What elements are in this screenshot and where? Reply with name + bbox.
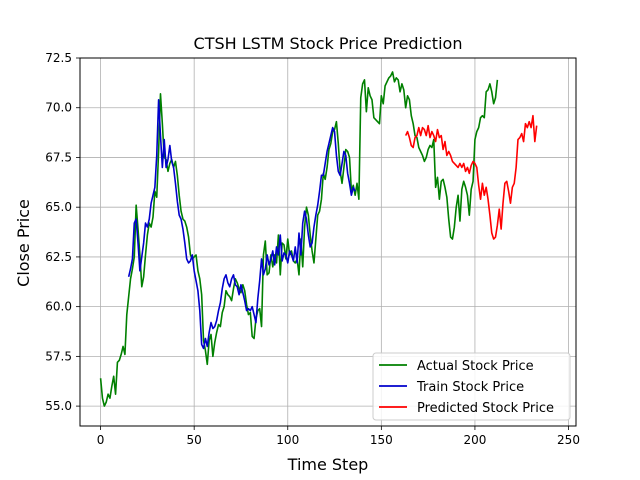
y-tick-label: 57.5	[45, 349, 72, 363]
legend-label: Predicted Stock Price	[417, 401, 554, 416]
plot-frame	[79, 57, 577, 427]
legend-label: Actual Stock Price	[417, 359, 534, 374]
y-tick-label: 55.0	[45, 399, 72, 413]
y-tick-label: 67.5	[45, 150, 72, 164]
series-layer	[99, 71, 538, 407]
series-line-2	[127, 98, 356, 350]
chart-title: CTSH LSTM Stock Price Prediction	[194, 34, 463, 53]
x-tick-label: 150	[370, 433, 393, 447]
x-axis-ticks: 0 50 100 150 200 250	[97, 426, 580, 447]
y-tick-label: 60.0	[45, 300, 72, 314]
x-tick-label: 50	[187, 433, 202, 447]
x-axis-label: Time Step	[287, 455, 369, 474]
y-axis-label: Close Price	[14, 199, 33, 287]
legend: Actual Stock Price Train Stock Price Predi…	[372, 352, 571, 421]
x-tick-label: 100	[276, 433, 299, 447]
y-tick-label: 72.5	[45, 51, 72, 65]
x-tick-label: 250	[557, 433, 580, 447]
x-tick-label: 200	[463, 433, 486, 447]
legend-box	[372, 352, 571, 421]
y-tick-label: 62.5	[45, 250, 72, 264]
x-tick-label: 0	[97, 433, 105, 447]
y-tick-label: 65.0	[45, 200, 72, 214]
legend-label: Train Stock Price	[416, 380, 524, 395]
y-tick-label: 70.0	[45, 101, 72, 115]
y-axis-ticks: 55.0 57.5 60.0 62.5 65.0 67.5 70.0 72.5	[45, 51, 80, 413]
series-line-3	[404, 114, 538, 240]
